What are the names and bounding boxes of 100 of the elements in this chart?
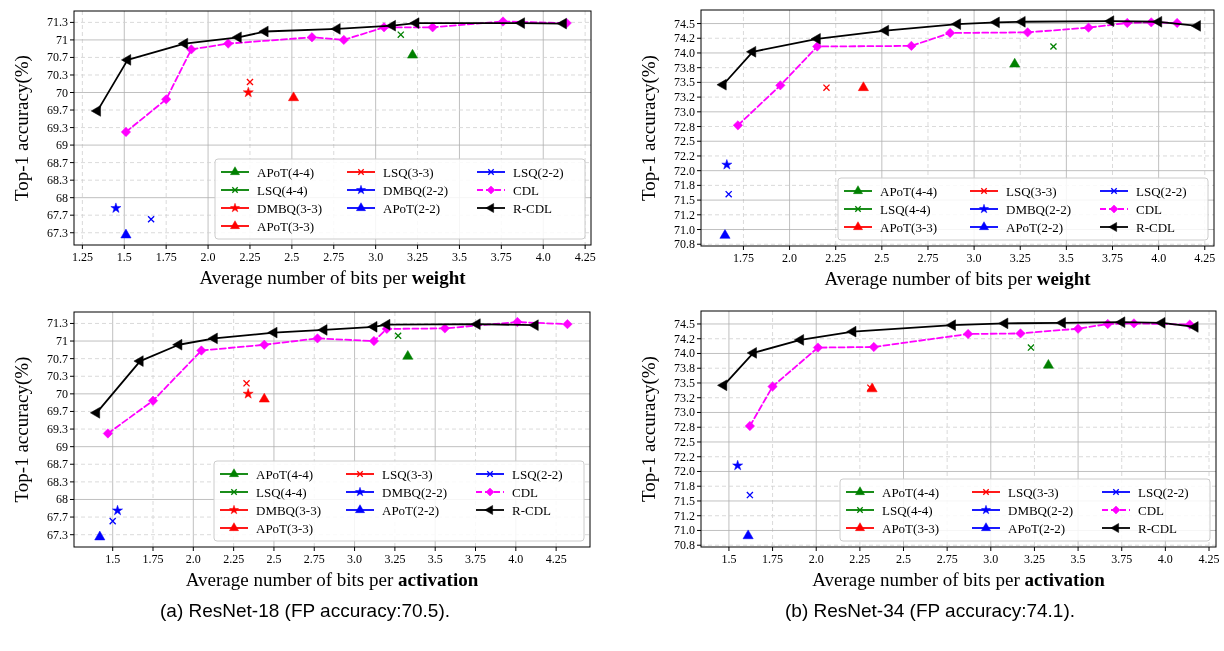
legend-label: LSQ(4-4) [880, 201, 931, 217]
legend-label: CDL [1136, 201, 1163, 217]
y-tick-label: 68.3 [47, 474, 68, 489]
legend-label: APoT(3-3) [256, 520, 314, 536]
legend-label: LSQ(2-2) [1136, 183, 1187, 199]
y-tick-label: 70.3 [47, 369, 68, 384]
y-axis-title: Top-1 accuracy(%) [11, 356, 33, 503]
y-tick-label: 71.5 [674, 493, 695, 508]
x-tick-label: 2.25 [849, 552, 871, 566]
text: (b) ResNet-34 (FP accuracy:74.1). [784, 600, 1076, 621]
x-tick-label: 2.75 [323, 250, 345, 264]
y-tick-label: 69.7 [47, 404, 68, 419]
y-tick-label: 74.5 [674, 16, 695, 31]
y-tick-label: 72.2 [674, 148, 695, 163]
legend-label: R-CDL [1138, 520, 1178, 536]
x-tick-label: 4.0 [508, 552, 524, 566]
x-tick-label: 2.5 [874, 251, 890, 265]
legend-label: R-CDL [512, 502, 552, 518]
x-tick-label: 4.25 [1194, 251, 1216, 265]
y-tick-label: 70.7 [47, 351, 68, 366]
legend-label: CDL [1138, 502, 1165, 518]
y-tick-label: 71 [56, 32, 68, 47]
y-tick-label: 68.7 [47, 155, 68, 170]
legend-label: LSQ(3-3) [1008, 484, 1059, 500]
x-tick-label: 3.0 [347, 552, 363, 566]
legend-label: APoT(2-2) [382, 502, 440, 518]
y-tick-label: 71.3 [47, 15, 68, 30]
legend-label: CDL [513, 182, 540, 198]
y-tick-label: 70 [56, 386, 68, 401]
y-tick-label: 72.8 [674, 119, 695, 134]
legend-label: LSQ(2-2) [512, 466, 563, 482]
legend-label: DMBQ(3-3) [257, 200, 322, 216]
x-tick-label: 1.75 [142, 552, 164, 566]
x-tick-label: 3.5 [1070, 552, 1086, 566]
y-tick-label: 69.3 [47, 120, 68, 135]
x-tick-label: 1.75 [762, 552, 784, 566]
x-tick-label: 3.25 [384, 552, 406, 566]
y-tick-label: 70.8 [674, 237, 695, 252]
y-tick-label: 71.0 [674, 222, 695, 237]
legend-label: LSQ(2-2) [1138, 484, 1189, 500]
x-tick-label: 1.75 [155, 250, 177, 264]
y-tick-label: 69 [56, 138, 68, 153]
y-tick-label: 67.7 [47, 510, 68, 525]
y-tick-label: 71.5 [674, 193, 695, 208]
x-tick-label: 2.75 [303, 552, 325, 566]
y-tick-label: 73.5 [674, 75, 695, 90]
x-axis-title: Average number of bits per weight [199, 267, 467, 288]
legend-label: APoT(3-3) [880, 219, 938, 235]
x-tick-label: 2.0 [200, 250, 216, 264]
legend-label: DMBQ(2-2) [383, 182, 448, 198]
x-tick-label: 3.5 [451, 250, 467, 264]
legend-label: LSQ(4-4) [882, 502, 933, 518]
legend-label: DMBQ(3-3) [256, 502, 321, 518]
x-tick-label: 4.0 [535, 250, 551, 264]
y-tick-label: 68.7 [47, 457, 68, 472]
legend-label: R-CDL [1136, 219, 1176, 235]
legend-label: APoT(2-2) [383, 200, 441, 216]
y-tick-label: 73.8 [674, 60, 695, 75]
y-tick-label: 72.0 [674, 163, 695, 178]
y-tick-label: 71 [56, 334, 68, 349]
y-tick-label: 71.3 [47, 316, 68, 331]
legend-label: APoT(4-4) [882, 484, 940, 500]
y-tick-label: 68.3 [47, 173, 68, 188]
x-tick-label: 3.75 [490, 250, 512, 264]
y-tick-label: 72.8 [674, 420, 695, 435]
x-tick-label: 3.75 [465, 552, 487, 566]
x-tick-label: 3.0 [368, 250, 384, 264]
y-tick-label: 71.2 [674, 508, 695, 523]
x-tick-label: 1.25 [71, 250, 93, 264]
x-tick-label: 2.25 [239, 250, 261, 264]
y-tick-label: 71.0 [674, 523, 695, 538]
x-tick-label: 2.75 [917, 251, 939, 265]
y-tick-label: 67.3 [47, 527, 68, 542]
y-tick-label: 68 [56, 492, 68, 507]
y-tick-label: 71.2 [674, 207, 695, 222]
legend-label: LSQ(4-4) [256, 484, 307, 500]
x-tick-label: 3.75 [1111, 552, 1133, 566]
x-tick-label: 2.5 [284, 250, 300, 264]
y-tick-label: 72.5 [674, 434, 695, 449]
y-tick-label: 73.8 [674, 361, 695, 376]
x-tick-label: 2.0 [808, 552, 824, 566]
legend-label: CDL [512, 484, 539, 500]
legend-label: DMBQ(2-2) [382, 484, 447, 500]
x-tick-label: 4.25 [574, 250, 596, 264]
x-tick-label: 4.25 [1198, 552, 1220, 566]
y-tick-label: 70 [56, 85, 68, 100]
x-tick-label: 3.5 [1058, 251, 1074, 265]
y-tick-label: 73.2 [674, 390, 695, 405]
x-tick-label: 2.25 [223, 552, 245, 566]
x-axis-title: Average number of bits per activation [812, 569, 1106, 590]
x-tick-label: 2.75 [936, 552, 958, 566]
y-axis-title: Top-1 accuracy(%) [638, 55, 660, 201]
legend-label: APoT(2-2) [1006, 219, 1064, 235]
x-tick-label: 4.25 [545, 552, 567, 566]
y-tick-label: 72.0 [674, 464, 695, 479]
y-tick-label: 69.7 [47, 103, 68, 118]
x-axis-title: Average number of bits per weight [824, 268, 1092, 289]
y-tick-label: 73.0 [674, 405, 695, 420]
legend-label: APoT(2-2) [1008, 520, 1066, 536]
y-tick-label: 67.3 [47, 225, 68, 240]
